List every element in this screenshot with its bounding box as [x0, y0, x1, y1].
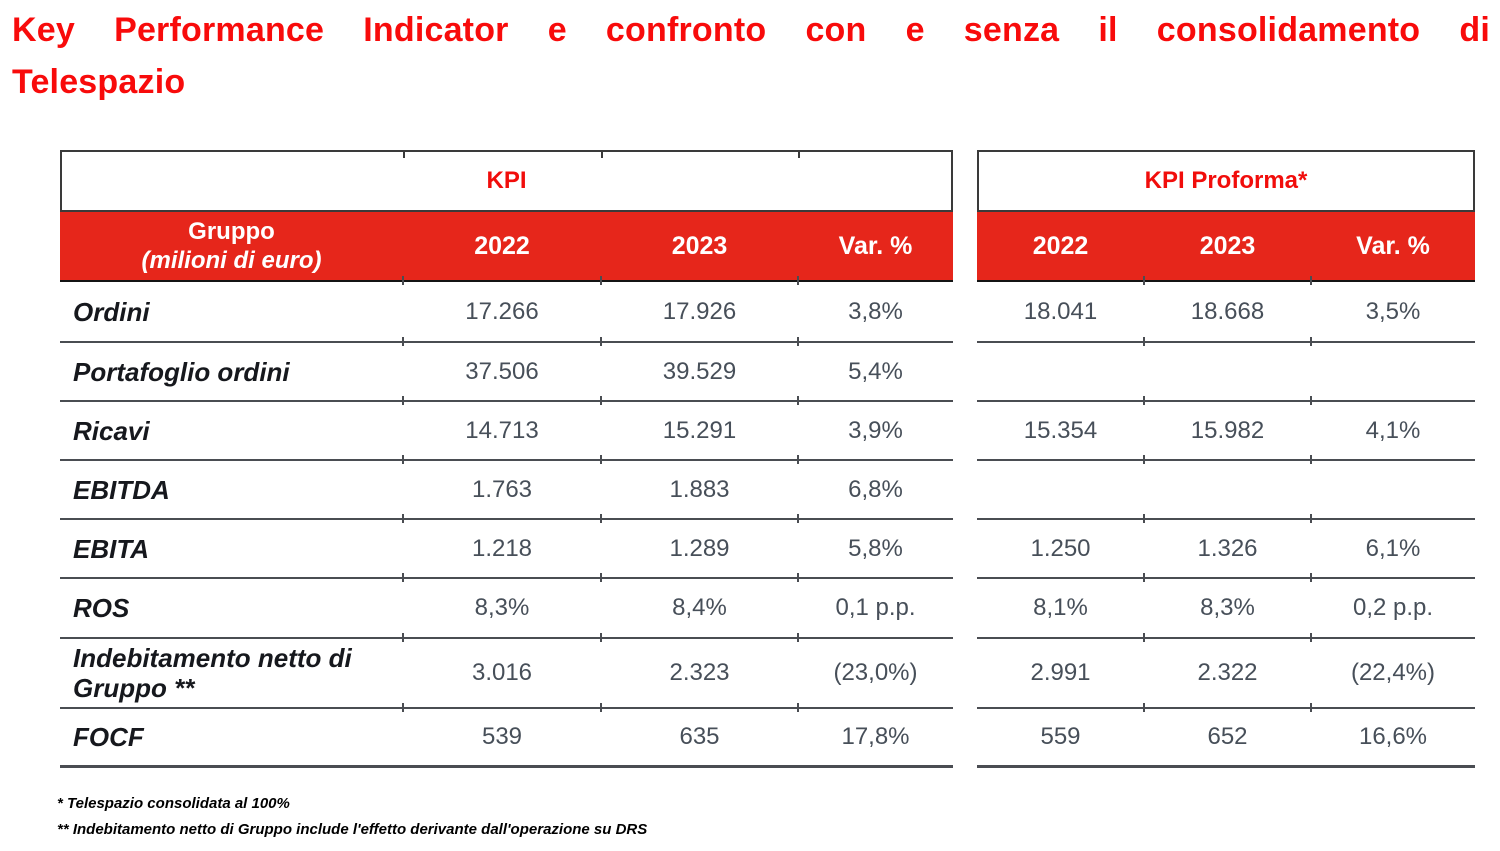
row-label: EBITDA	[73, 474, 170, 505]
table-row-ordini: Ordini 17.266 17.926 3,8%	[60, 276, 953, 341]
table-row-ricavi-proforma: 15.354 15.982 4,1%	[977, 396, 1475, 459]
header-2023: 2023	[1199, 231, 1256, 260]
header-2022: 2022	[1032, 231, 1089, 260]
kpi-table-title: KPI	[486, 167, 527, 194]
value-2022: 14.713	[402, 396, 601, 459]
footnotes: * Telespazio consolidata al 100% ** Inde…	[57, 791, 647, 843]
value-2022: 37.506	[402, 337, 601, 400]
value-var: 4,1%	[1310, 396, 1475, 459]
kpi-table-title-box: KPI	[60, 150, 953, 212]
column-tick	[601, 151, 603, 158]
header-group-label: Gruppo (milioni di euro)	[60, 212, 403, 280]
row-label: ROS	[73, 593, 130, 623]
row-label: EBITA	[73, 533, 150, 564]
value-var: 16,6%	[1310, 703, 1475, 765]
value-2023	[1143, 337, 1311, 400]
header-group-line2: (milioni di euro)	[141, 247, 322, 274]
value-var: 3,9%	[797, 396, 953, 459]
value-2023: 8,3%	[1143, 573, 1311, 637]
value-2022: 1.218	[402, 514, 601, 577]
value-2023: 39.529	[600, 337, 798, 400]
table-row-empty	[977, 337, 1475, 400]
value-var: 3,8%	[797, 276, 953, 341]
value-var: 5,8%	[797, 514, 953, 577]
value-2023: 1.326	[1143, 514, 1311, 577]
table-row-ebita: EBITA 1.218 1.289 5,8%	[60, 514, 953, 577]
value-var	[1310, 337, 1475, 400]
header-2022: 2022	[474, 231, 530, 260]
table-row-portafoglio: Portafoglio ordini 37.506 39.529 5,4%	[60, 337, 953, 400]
value-2022: 1.250	[1030, 534, 1091, 562]
value-2023: 18.668	[1143, 276, 1311, 341]
header-group-line1: Gruppo	[188, 218, 275, 245]
page-title-line1: Key Performance Indicator e confronto co…	[12, 11, 1490, 49]
value-2022: 15.354	[1023, 416, 1098, 444]
column-tick	[798, 151, 800, 158]
page-title-line2: Telespazio	[12, 63, 186, 101]
kpi-proforma-table: KPI Proforma* 2022 2023 Var. % 18.041 18…	[977, 150, 1475, 768]
header-var: Var. %	[1356, 231, 1430, 260]
table-row-indebitamento-proforma: 2.991 2.322 (22,4%)	[977, 633, 1475, 707]
value-2022: 539	[402, 703, 601, 765]
value-2023: 652	[1143, 703, 1311, 765]
value-var: (23,0%)	[797, 633, 953, 707]
value-var: (22,4%)	[1310, 633, 1475, 707]
value-2023	[1143, 455, 1311, 518]
page-title: Key Performance Indicator e confronto co…	[12, 4, 1490, 108]
value-2022: 8,1%	[1033, 594, 1088, 621]
value-2022: 18.041	[1023, 297, 1098, 325]
column-tick	[403, 151, 405, 158]
kpi-table: KPI Gruppo (milioni di euro) 2022 2023 V…	[60, 150, 953, 768]
value-var: 6,8%	[797, 455, 953, 518]
value-2022: 8,3%	[402, 573, 601, 637]
row-label: FOCF	[73, 722, 144, 752]
table-row-focf: FOCF 539 635 17,8%	[60, 703, 953, 768]
value-2023: 17.926	[600, 276, 798, 341]
table-row-focf-proforma: 559 652 16,6%	[977, 703, 1475, 768]
header-2023: 2023	[671, 231, 728, 260]
value-2023: 15.982	[1143, 396, 1311, 459]
value-2022	[977, 461, 1144, 518]
kpi-table-header-row: Gruppo (milioni di euro) 2022 2023 Var. …	[60, 212, 953, 282]
value-2023: 1.883	[600, 455, 798, 518]
table-row-ordini-proforma: 18.041 18.668 3,5%	[977, 276, 1475, 341]
value-2022: 17.266	[402, 276, 601, 341]
value-2022: 3.016	[402, 633, 601, 707]
header-var: Var. %	[838, 231, 913, 260]
footnote-indebitamento: ** Indebitamento netto di Gruppo include…	[57, 821, 648, 838]
value-var	[1310, 455, 1475, 518]
value-2022	[977, 343, 1144, 400]
value-2023: 1.289	[600, 514, 798, 577]
kpi-proforma-header-row: 2022 2023 Var. %	[977, 212, 1475, 282]
value-2023: 8,4%	[600, 573, 798, 637]
value-var: 3,5%	[1310, 276, 1475, 341]
value-2023: 15.291	[600, 396, 798, 459]
row-label: Indebitamento netto di Gruppo **	[73, 643, 352, 703]
footnote-telespazio: * Telespazio consolidata al 100%	[57, 795, 290, 812]
value-2022: 1.763	[402, 455, 601, 518]
value-var: 0,1 p.p.	[797, 573, 953, 637]
value-2023: 2.322	[1143, 633, 1311, 707]
value-2023: 635	[600, 703, 798, 765]
row-label: Ordini	[73, 296, 150, 327]
table-row-ebitda: EBITDA 1.763 1.883 6,8%	[60, 455, 953, 518]
kpi-proforma-title: KPI Proforma*	[1144, 167, 1308, 194]
value-var: 5,4%	[797, 337, 953, 400]
value-var: 0,2 p.p.	[1310, 573, 1475, 637]
value-2022: 2.991	[1030, 659, 1091, 686]
table-row-empty	[977, 455, 1475, 518]
table-row-indebitamento: Indebitamento netto di Gruppo ** 3.016 2…	[60, 633, 953, 707]
row-label: Ricavi	[73, 415, 150, 446]
value-var: 6,1%	[1310, 514, 1475, 577]
kpi-proforma-title-box: KPI Proforma*	[977, 150, 1475, 212]
value-2023: 2.323	[600, 633, 798, 707]
table-row-ros: ROS 8,3% 8,4% 0,1 p.p.	[60, 573, 953, 637]
table-row-ros-proforma: 8,1% 8,3% 0,2 p.p.	[977, 573, 1475, 637]
value-2022: 559	[1040, 723, 1081, 750]
table-row-ebita-proforma: 1.250 1.326 6,1%	[977, 514, 1475, 577]
row-label: Portafoglio ordini	[73, 356, 290, 387]
table-row-ricavi: Ricavi 14.713 15.291 3,9%	[60, 396, 953, 459]
value-var: 17,8%	[797, 703, 953, 765]
